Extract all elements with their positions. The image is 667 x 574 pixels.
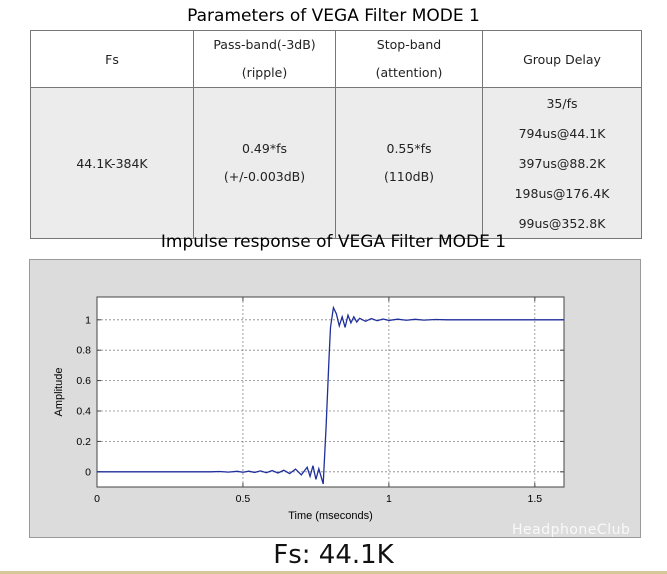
parameters-table: Fs Pass-band(-3dB) (ripple) Stop-band (a… bbox=[30, 30, 642, 239]
header-fs: Fs bbox=[30, 30, 194, 88]
header-stopband: Stop-band (attention) bbox=[335, 30, 483, 88]
header-stopband-line1: Stop-band bbox=[376, 37, 442, 52]
footer-caption: Fs: 44.1K bbox=[273, 540, 394, 570]
series-line-impulse bbox=[97, 305, 564, 485]
cell-passband: 0.49*fs (+/-0.003dB) bbox=[193, 87, 336, 239]
cell-passband-line1: 0.49*fs bbox=[242, 141, 287, 156]
x-tick-label: 1 bbox=[386, 493, 392, 505]
y-tick-label: 0 bbox=[85, 466, 91, 478]
y-tick-label: 0.2 bbox=[76, 436, 91, 448]
plot-frame: 0 0.5 1 1.5 0 0.2 0.4 0.6 0.8 1 Time (mseconds) A… bbox=[29, 259, 641, 538]
chart-title: Impulse response of VEGA Filter MODE 1 bbox=[160, 232, 507, 252]
group-delay-line: 35/fs bbox=[546, 96, 578, 111]
header-passband-line1: Pass-band(-3dB) bbox=[213, 37, 316, 52]
header-group-delay: Group Delay bbox=[482, 30, 642, 88]
plot-area bbox=[96, 296, 565, 488]
cell-fs: 44.1K-384K bbox=[30, 87, 194, 239]
axis-ticks: 0 0.5 1 1.5 0 0.2 0.4 0.6 0.8 1 bbox=[76, 297, 564, 505]
impulse-response-chart: 0 0.5 1 1.5 0 0.2 0.4 0.6 0.8 1 Time (mseconds) A… bbox=[53, 296, 565, 522]
x-tick-label: 0.5 bbox=[236, 493, 251, 505]
y-tick-label: 0.6 bbox=[76, 375, 91, 387]
table-title: Parameters of VEGA Filter MODE 1 bbox=[187, 6, 480, 26]
x-tick-label: 0 bbox=[94, 493, 100, 505]
group-delay-line: 99us@352.8K bbox=[518, 216, 606, 231]
footer-divider bbox=[0, 571, 667, 574]
x-tick-label: 1.5 bbox=[528, 493, 543, 505]
cell-stopband-line2: (110dB) bbox=[383, 169, 435, 184]
header-passband: Pass-band(-3dB) (ripple) bbox=[193, 30, 336, 88]
group-delay-line: 794us@44.1K bbox=[518, 126, 606, 141]
y-tick-label: 1 bbox=[85, 314, 91, 326]
table-row: 44.1K-384K 0.49*fs (+/-0.003dB) 0.55*fs … bbox=[30, 87, 642, 239]
cell-group-delay: 35/fs 794us@44.1K 397us@88.2K 198us@176.… bbox=[482, 87, 642, 239]
header-stopband-line2: (attention) bbox=[375, 65, 443, 80]
cell-stopband-line1: 0.55*fs bbox=[386, 141, 432, 156]
group-delay-line: 198us@176.4K bbox=[514, 186, 610, 201]
header-passband-line2: (ripple) bbox=[241, 65, 288, 80]
x-axis-label: Time (mseconds) bbox=[288, 510, 373, 522]
table-header-row: Fs Pass-band(-3dB) (ripple) Stop-band (a… bbox=[30, 30, 642, 88]
cell-passband-line2: (+/-0.003dB) bbox=[223, 169, 306, 184]
y-axis-label: Amplitude bbox=[53, 368, 65, 417]
y-tick-label: 0.8 bbox=[76, 345, 91, 357]
watermark-logo: HeadphoneClub bbox=[512, 522, 631, 538]
cell-stopband: 0.55*fs (110dB) bbox=[335, 87, 483, 239]
group-delay-line: 397us@88.2K bbox=[518, 156, 606, 171]
y-tick-label: 0.4 bbox=[76, 406, 91, 418]
